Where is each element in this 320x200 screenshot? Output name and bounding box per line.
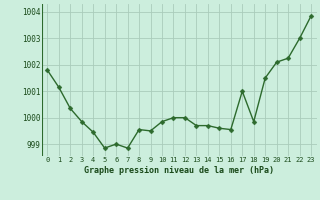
X-axis label: Graphe pression niveau de la mer (hPa): Graphe pression niveau de la mer (hPa) [84, 166, 274, 175]
